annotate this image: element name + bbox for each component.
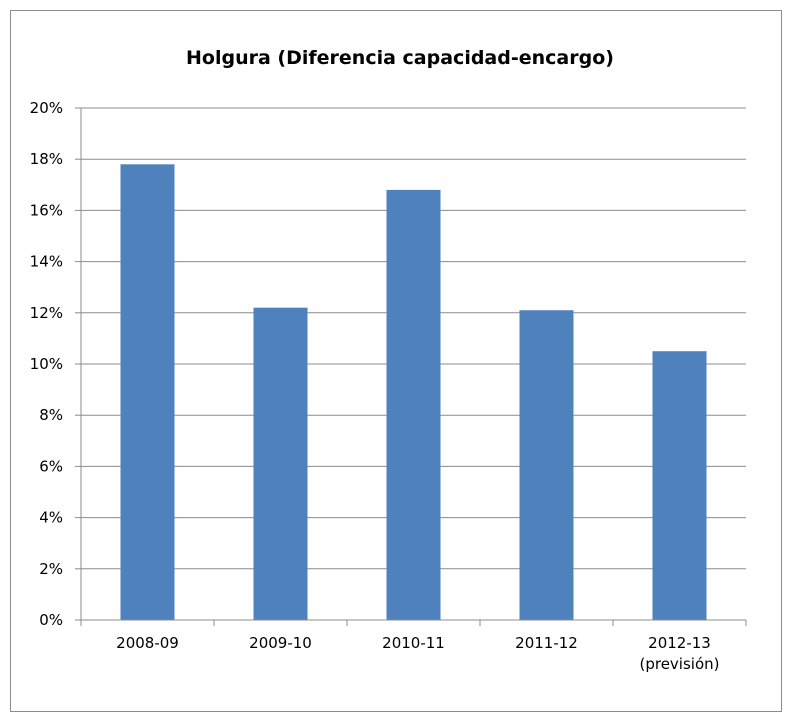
y-tick-label: 6% — [39, 457, 63, 475]
y-tick-label: 10% — [30, 355, 63, 373]
x-tick-label: 2011-12 — [515, 634, 578, 652]
y-tick-label: 18% — [30, 150, 63, 168]
bar — [519, 310, 574, 620]
bar — [120, 164, 175, 620]
bar-series — [120, 164, 707, 621]
y-tick-label: 12% — [30, 304, 63, 322]
bar — [253, 307, 308, 620]
bar — [652, 351, 707, 620]
y-axis-tick-labels: 0% 2% 4% 6% 8% 10% 12% 14% 16% 18% 20% — [30, 99, 63, 629]
bar — [386, 189, 441, 621]
y-tick-label: 2% — [39, 560, 63, 578]
x-tick-label-line: 2010-11 — [382, 634, 445, 652]
y-tick-label: 4% — [39, 509, 63, 527]
axes — [75, 107, 747, 626]
y-tick-label: 14% — [30, 253, 63, 271]
x-tick-label-line: 2012-13 — [648, 634, 711, 652]
x-tick-label: 2012-13 (previsión) — [639, 634, 719, 673]
x-tick-label-line: 2009-10 — [249, 634, 312, 652]
y-tick-label: 16% — [30, 201, 63, 219]
x-tick-label-line: 2008-09 — [116, 634, 179, 652]
chart-title: Holgura (Diferencia capacidad-encargo) — [186, 47, 614, 69]
x-tick-label: 2008-09 — [116, 634, 179, 652]
x-tick-label: 2009-10 — [249, 634, 312, 652]
x-axis-tick-labels: 2008-09 2009-10 2010-11 2011-12 2012-13 (prev… — [116, 634, 719, 673]
y-tick-label: 0% — [39, 611, 63, 629]
y-tick-label: 8% — [39, 406, 63, 424]
y-tick-label: 20% — [30, 99, 63, 117]
x-tick-label: 2010-11 — [382, 634, 445, 652]
x-tick-label-line: 2011-12 — [515, 634, 578, 652]
gridlines — [81, 107, 746, 570]
x-tick-label-line: (previsión) — [639, 655, 719, 673]
